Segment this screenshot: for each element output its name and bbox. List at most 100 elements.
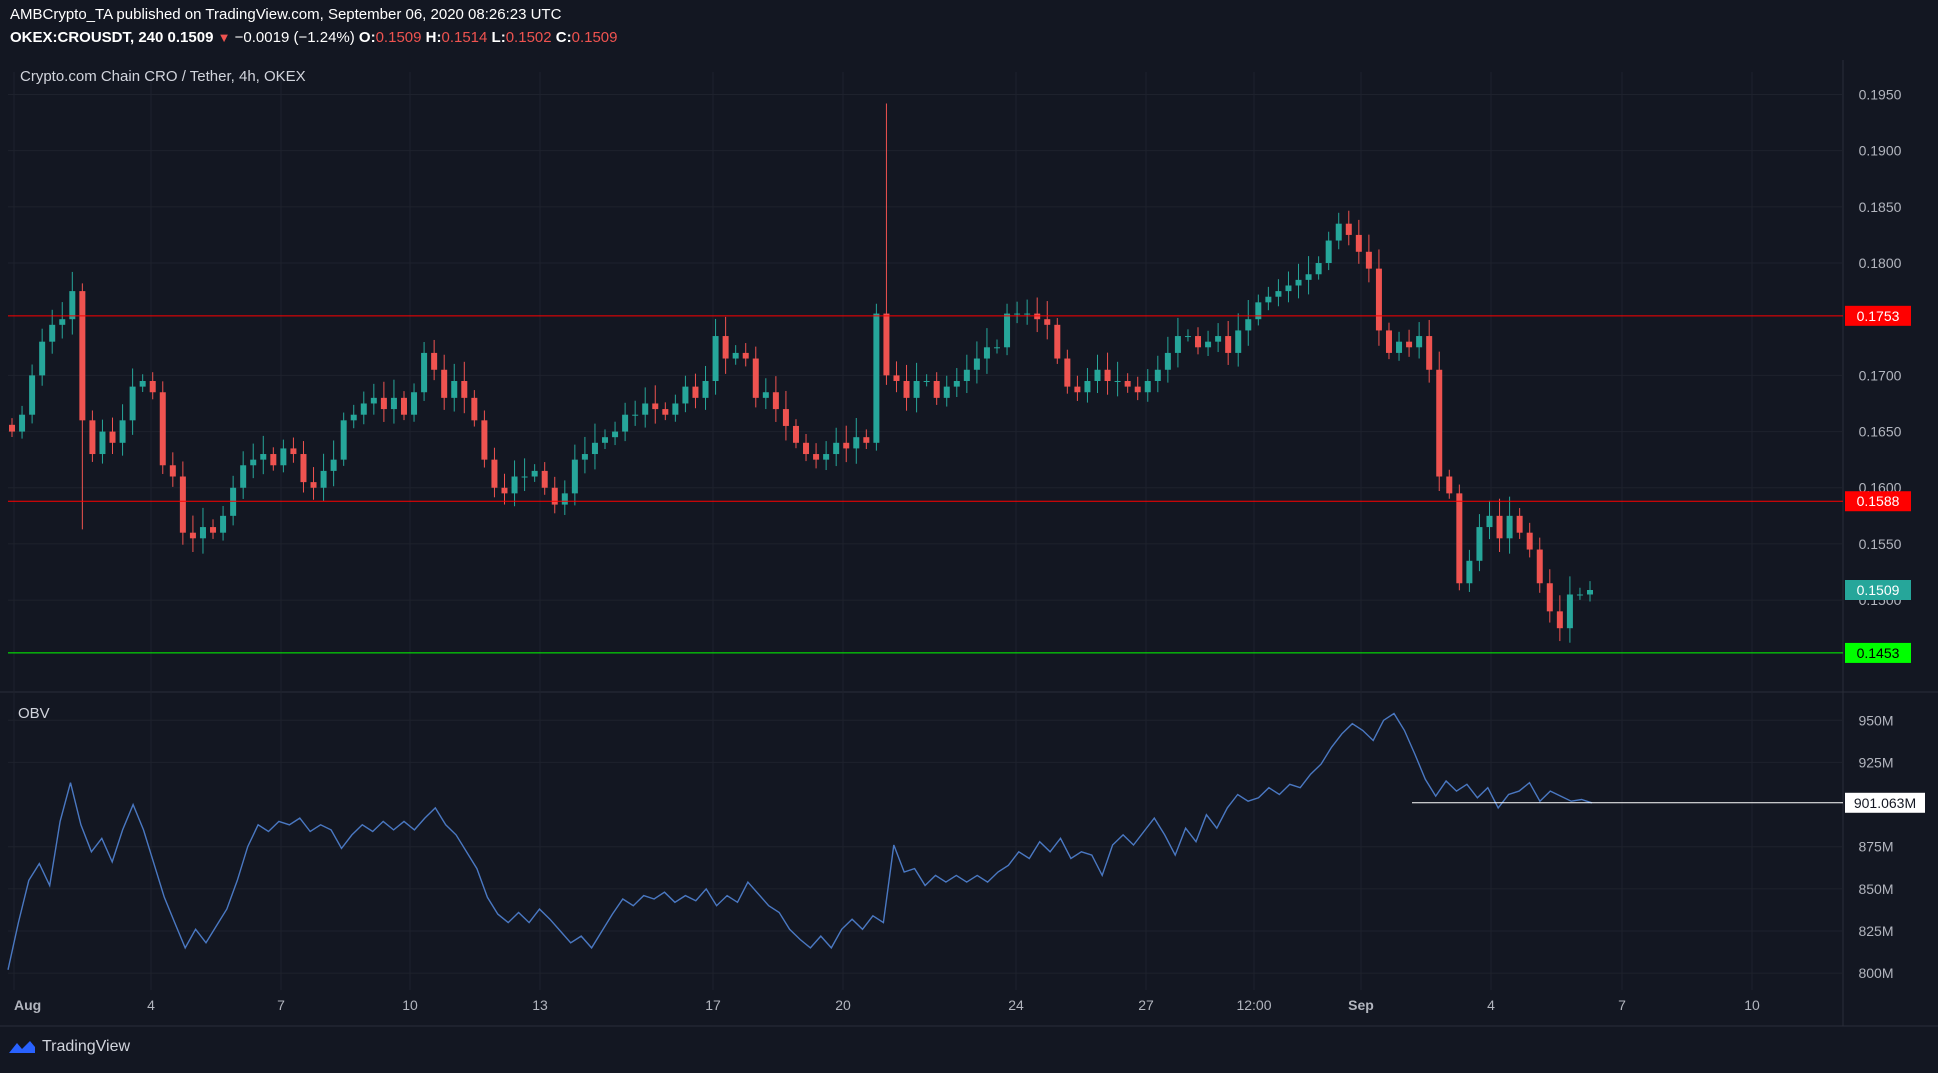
candle-body — [662, 409, 669, 415]
candle-body — [531, 470, 538, 477]
candle-body — [290, 448, 297, 455]
candle-body — [541, 470, 548, 488]
time-tick-label: 27 — [1138, 997, 1154, 1013]
candle-body — [833, 442, 840, 455]
candle-body — [1034, 313, 1041, 320]
candle-body — [561, 493, 568, 505]
candle-body — [1426, 336, 1433, 370]
candle-body — [722, 336, 729, 359]
candle-body — [280, 448, 287, 466]
candle-body — [1124, 381, 1131, 387]
candle-body — [612, 431, 619, 438]
candle-body — [632, 414, 639, 416]
candle-body — [320, 470, 327, 488]
low-label: L: — [491, 29, 506, 46]
obv-value-label: 901.063M — [1854, 795, 1916, 811]
candle-body — [1154, 369, 1161, 381]
candle-body — [913, 381, 920, 398]
candle-body — [1074, 386, 1081, 393]
candle-body — [1225, 336, 1232, 353]
candle-body — [199, 527, 206, 539]
candle-body — [1516, 515, 1523, 533]
candle-body — [1486, 515, 1493, 528]
obv-tick-label: 850M — [1858, 881, 1893, 897]
candle-body — [471, 397, 478, 421]
candle-body — [672, 403, 679, 415]
candle-body — [69, 291, 76, 320]
candle-body — [923, 381, 930, 382]
candle-body — [1134, 386, 1141, 393]
candle-body — [1365, 251, 1372, 269]
obv-tick-label: 950M — [1858, 712, 1893, 728]
candle-body — [853, 437, 860, 449]
candle-body — [1416, 336, 1423, 348]
tradingview-logo-icon — [9, 1041, 35, 1053]
candle-body — [571, 459, 578, 494]
candle-body — [873, 313, 880, 443]
candle-body — [702, 381, 709, 398]
candle-body — [1566, 594, 1573, 629]
time-tick-label: 24 — [1008, 997, 1024, 1013]
candle-body — [622, 414, 629, 432]
candle-body — [692, 386, 699, 398]
candle-body — [230, 487, 237, 516]
time-tick-label: 7 — [277, 997, 285, 1013]
candle-body — [752, 358, 759, 398]
candle-body — [1587, 589, 1593, 595]
level-label: 0.1588 — [1857, 493, 1900, 509]
candle-body — [782, 409, 789, 426]
candle-body — [159, 392, 166, 466]
candle-body — [1205, 341, 1212, 348]
chart-title: Crypto.com Chain CRO / Tether, 4h, OKEX — [20, 68, 306, 85]
candle-body — [501, 487, 508, 494]
time-tick-label: 10 — [402, 997, 418, 1013]
candle-body — [581, 454, 588, 460]
candle-body — [1054, 324, 1061, 359]
candle-body — [682, 386, 689, 404]
candle-body — [1255, 302, 1262, 320]
candle-body — [1506, 515, 1513, 539]
candle-body — [1235, 330, 1242, 353]
candle-body — [1496, 515, 1503, 539]
candle-body — [1245, 319, 1252, 331]
candle-body — [1406, 341, 1413, 348]
candle-body — [1305, 274, 1312, 280]
candle-body — [99, 431, 106, 455]
obv-tick-label: 825M — [1858, 923, 1893, 939]
high-value: 0.1514 — [441, 29, 488, 46]
candle-body — [431, 352, 438, 370]
candle-body — [903, 381, 910, 398]
candle-body — [551, 487, 558, 505]
price-tick-label: 0.1800 — [1859, 255, 1902, 271]
candle-body — [1104, 369, 1111, 381]
candle-body — [1375, 268, 1382, 331]
close-label: C: — [555, 29, 572, 46]
candle-body — [129, 386, 136, 421]
candle-body — [1526, 532, 1533, 550]
high-label: H: — [425, 29, 442, 46]
candle-body — [461, 381, 468, 398]
obv-value-box — [1845, 792, 1925, 813]
candle-body — [1094, 369, 1101, 381]
time-tick-label: 4 — [1487, 997, 1495, 1013]
close-value: 0.1509 — [571, 29, 618, 46]
down-arrow-icon: ▼ — [217, 30, 231, 45]
candle-body — [1436, 369, 1443, 477]
price-tick-label: 0.1850 — [1859, 199, 1902, 215]
candle-body — [1275, 291, 1282, 297]
candle-body — [1024, 313, 1031, 315]
candle-body — [411, 392, 418, 415]
candle-body — [310, 482, 317, 488]
candle-body — [139, 381, 146, 387]
time-tick-label: 10 — [1744, 997, 1760, 1013]
candle-body — [1546, 583, 1553, 612]
obv-tick-label: 875M — [1858, 839, 1893, 855]
candle-body — [973, 358, 980, 370]
obv-title: OBV — [18, 705, 50, 722]
candle-body — [602, 437, 609, 443]
candle-body — [511, 476, 518, 494]
candle-body — [1215, 336, 1222, 342]
open-label: O: — [358, 29, 376, 46]
candle-body — [963, 369, 970, 381]
